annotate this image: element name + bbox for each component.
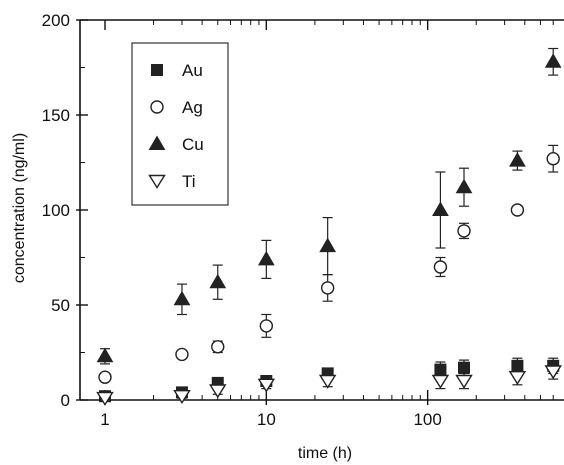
legend-marker-ti [148,174,166,189]
data-point-ti [544,365,562,380]
legend-label-au: Au [182,61,203,80]
legend-box [131,42,229,206]
data-point-ti [508,371,527,386]
data-point-ag [259,319,274,333]
y-tick-label: 200 [42,11,70,30]
data-point-ti [96,391,114,406]
plot-area [96,47,562,406]
legend-label-ag: Ag [182,98,203,117]
series-ag [98,144,560,384]
data-point-ag [98,370,112,384]
data-point-ag [320,281,335,295]
data-point-cu [432,201,449,216]
x-tick-label: 10 [257,410,276,429]
data-point-ag [457,224,471,238]
legend-marker-cu [148,135,166,150]
y-tick-label: 50 [51,296,70,315]
data-point-cu [96,347,114,363]
x-axis-label: time (h) [298,445,352,462]
data-point-ti [257,378,276,393]
data-point-ti [318,374,337,389]
data-point-ag [433,260,448,274]
series-ti [96,363,562,406]
legend-marker-ag [150,100,164,114]
data-point-cu [173,290,191,306]
data-point-cu [509,152,526,167]
legend-label-ti: Ti [182,172,196,191]
legend-marker-au [151,64,163,76]
data-point-ag [546,151,560,166]
y-tick-label: 100 [42,201,70,220]
data-point-cu [209,273,227,289]
y-tick-label: 150 [42,106,70,125]
data-point-ti [173,390,191,405]
data-point-cu [455,178,473,194]
data-point-ti [455,374,473,389]
legend: Au Ag Cu Ti [131,42,229,206]
y-axis-label: concentration (ng/ml) [11,133,28,283]
data-point-au [458,361,471,374]
y-tick-label: 0 [61,391,70,410]
x-tick-label: 100 [413,410,441,429]
data-point-cu [544,53,562,68]
axes: 0 50 100 150 200 1 10 100 [42,11,564,429]
data-point-cu [257,250,275,266]
data-point-ag [510,203,525,217]
data-point-ag [211,340,225,354]
data-point-ti [208,384,227,399]
legend-label-cu: Cu [182,135,204,154]
series-cu [96,47,562,365]
data-point-ag [175,347,189,362]
data-point-cu [319,237,337,253]
x-tick-label: 1 [100,410,109,429]
data-point-ti [431,374,450,389]
